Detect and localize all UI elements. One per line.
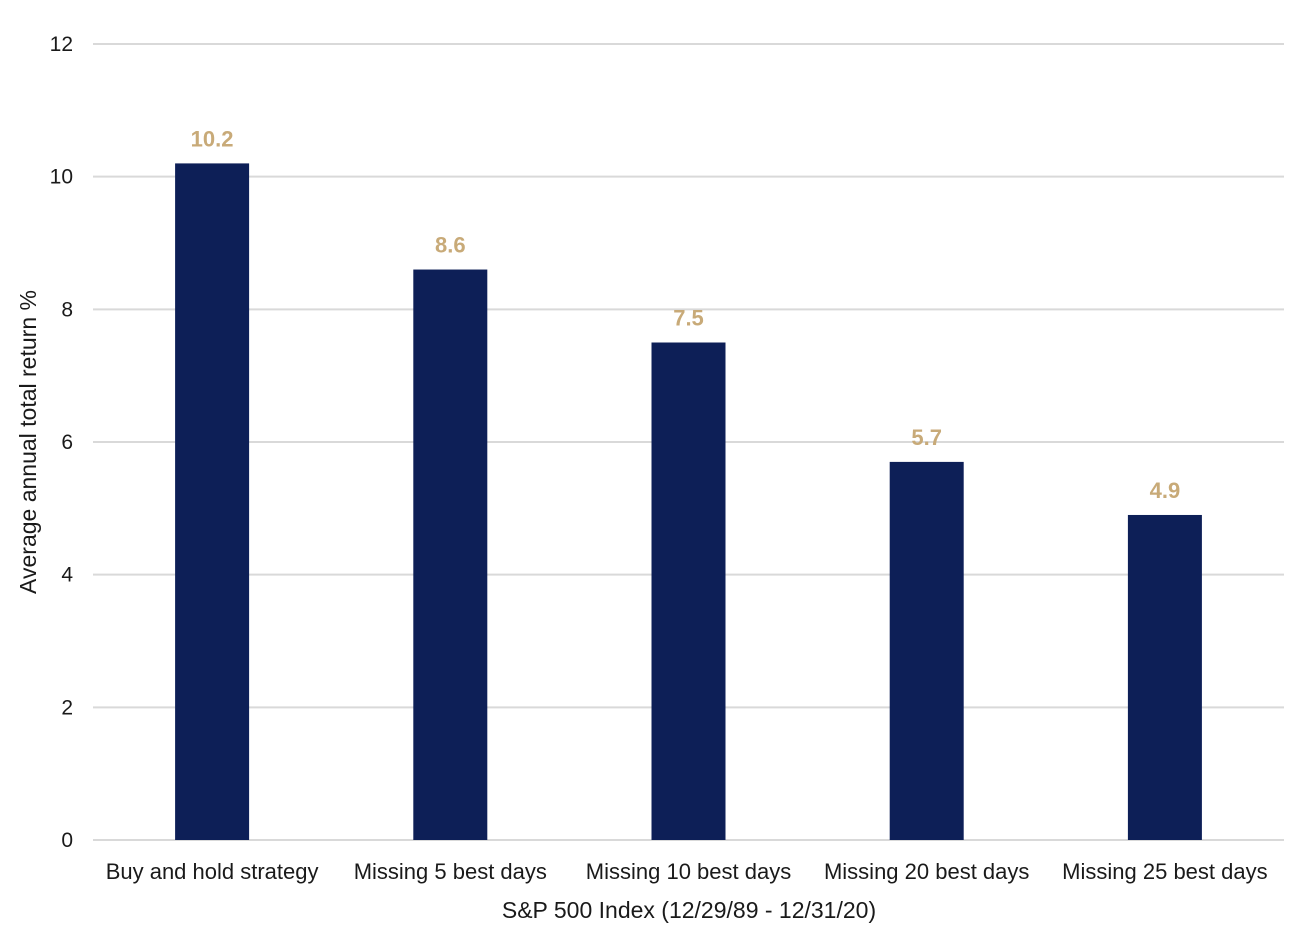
- bar: [889, 461, 964, 840]
- bar: [413, 269, 488, 840]
- y-tick-label: 4: [61, 564, 73, 587]
- bar-value-label: 4.9: [1150, 478, 1181, 503]
- y-tick-label: 12: [50, 33, 73, 56]
- y-tick-label: 10: [50, 166, 73, 189]
- y-tick-label: 0: [61, 829, 73, 852]
- y-tick-label: 6: [61, 431, 73, 454]
- y-tick-label: 8: [61, 298, 73, 321]
- x-category-label: Missing 5 best days: [354, 859, 547, 884]
- bar-value-label: 7.5: [673, 306, 704, 331]
- data-labels: 10.2 8.6 7.5 5.7 4.9: [191, 126, 1181, 503]
- bar-value-label: 8.6: [435, 233, 466, 258]
- y-tick-label: 2: [61, 696, 73, 719]
- bar: [1127, 514, 1202, 840]
- x-category-label: Missing 20 best days: [824, 859, 1029, 884]
- bar: [651, 342, 726, 840]
- x-category-label: Missing 10 best days: [586, 859, 791, 884]
- x-category-label: Buy and hold strategy: [106, 859, 319, 884]
- x-axis-title: S&P 500 Index (12/29/89 - 12/31/20): [502, 897, 876, 923]
- y-axis-ticks: 0 2 4 6 8 10 12: [50, 33, 74, 852]
- bar-value-label: 10.2: [191, 126, 234, 151]
- x-axis-categories: Buy and hold strategy Missing 5 best days…: [106, 859, 1268, 884]
- x-category-label: Missing 25 best days: [1062, 859, 1267, 884]
- bars: [175, 163, 1202, 840]
- bar-value-label: 5.7: [911, 425, 942, 450]
- y-axis-title: Average annual total return %: [15, 290, 41, 594]
- bar: [175, 163, 250, 840]
